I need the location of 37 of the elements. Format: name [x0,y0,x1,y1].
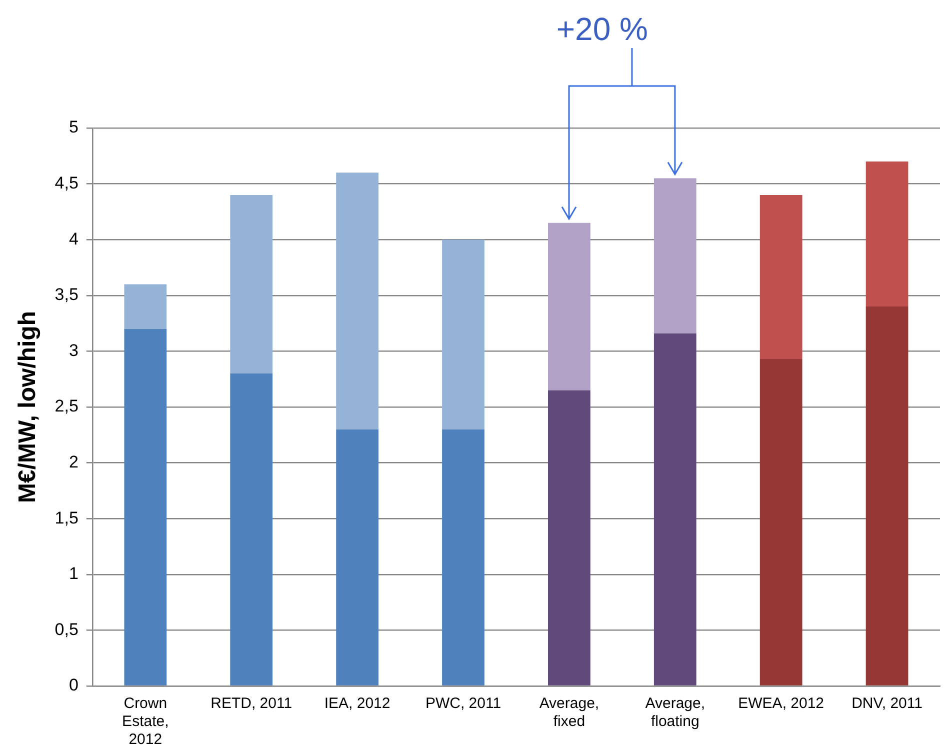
bar [442,240,484,430]
x-tick-label: Average, floating [645,695,706,730]
x-tick-label: DNV, 2011 [852,695,922,712]
y-tick-label: 3,5 [54,285,78,304]
x-tick-label: PWC, 2011 [425,695,502,712]
bar [760,359,802,686]
x-tick-label: RETD, 2011 [210,695,292,712]
bar [654,178,696,334]
bar [866,306,908,686]
y-axis-title: M€/MW, low/high [14,311,42,503]
bar [124,328,167,686]
y-tick-label: 2,5 [54,396,78,416]
bar [124,284,167,329]
y-tick-label: 0,5 [54,620,78,639]
bar [336,172,378,430]
y-tick-label: 4,5 [54,173,78,192]
y-tick-label: 4 [68,229,78,248]
x-tick-label: EWEA, 2012 [738,695,824,712]
bar [760,194,802,360]
y-tick-label: 0 [68,676,78,695]
text: +20 % [556,11,648,47]
y-tick-label: 3 [68,340,78,360]
bar [548,222,590,390]
y-tick-label: 2 [68,452,78,472]
y-tick-label: 1,5 [54,508,78,528]
x-tick-label: IEA, 2012 [324,695,390,712]
bar [442,429,484,686]
bar [336,429,378,686]
bar [654,333,696,686]
x-tick-label: Average, fixed [539,695,600,730]
bar [866,161,908,307]
x-tick-label: Crown Estate, 2012 [122,695,169,748]
bar [230,374,273,686]
y-tick-label: 5 [68,118,78,137]
bar [230,194,273,374]
y-tick-label: 1 [68,564,78,584]
bar [548,390,590,686]
